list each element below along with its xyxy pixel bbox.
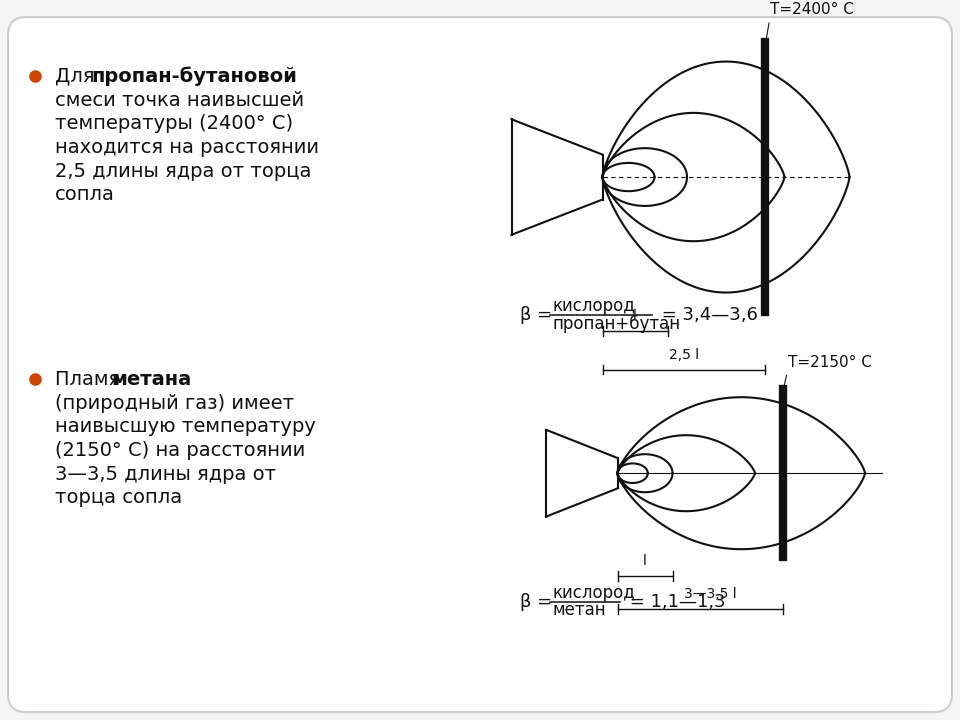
Text: пропан-бутановой: пропан-бутановой bbox=[91, 66, 297, 86]
Text: наивысшую температуру: наивысшую температуру bbox=[55, 418, 316, 436]
Text: сопла: сопла bbox=[55, 185, 115, 204]
Text: l: l bbox=[643, 554, 647, 569]
Text: кислород: кислород bbox=[552, 584, 635, 602]
Text: = 1,1—1,3: = 1,1—1,3 bbox=[624, 593, 726, 611]
Text: β =: β = bbox=[520, 593, 558, 611]
Text: 2,5 l: 2,5 l bbox=[669, 348, 699, 361]
Text: метана: метана bbox=[111, 370, 191, 389]
Text: пропан+бутан: пропан+бутан bbox=[552, 315, 680, 333]
Text: l: l bbox=[633, 309, 636, 323]
Text: температуры (2400° С): температуры (2400° С) bbox=[55, 114, 293, 133]
Text: находится на расстоянии: находится на расстоянии bbox=[55, 138, 319, 157]
Text: (природный газ) имеет: (природный газ) имеет bbox=[55, 394, 294, 413]
Text: торца сопла: торца сопла bbox=[55, 488, 182, 508]
Text: T=2150° C: T=2150° C bbox=[787, 355, 872, 370]
Text: Для: Для bbox=[55, 67, 101, 86]
Text: 3—3,5 длины ядра от: 3—3,5 длины ядра от bbox=[55, 464, 276, 484]
Text: 3—3,5 l: 3—3,5 l bbox=[684, 587, 736, 601]
Text: кислород: кислород bbox=[552, 297, 635, 315]
Text: 2,5 длины ядра от торца: 2,5 длины ядра от торца bbox=[55, 161, 311, 181]
Text: (2150° С) на расстоянии: (2150° С) на расстоянии bbox=[55, 441, 305, 460]
Text: метан: метан bbox=[552, 601, 606, 619]
Text: смеси точка наивысшей: смеси точка наивысшей bbox=[55, 91, 304, 109]
Text: T=2400° C: T=2400° C bbox=[770, 1, 853, 17]
Text: = 3,4—3,6: = 3,4—3,6 bbox=[656, 306, 757, 324]
FancyBboxPatch shape bbox=[8, 17, 952, 712]
Text: β =: β = bbox=[520, 306, 558, 324]
Text: Пламя: Пламя bbox=[55, 370, 127, 389]
